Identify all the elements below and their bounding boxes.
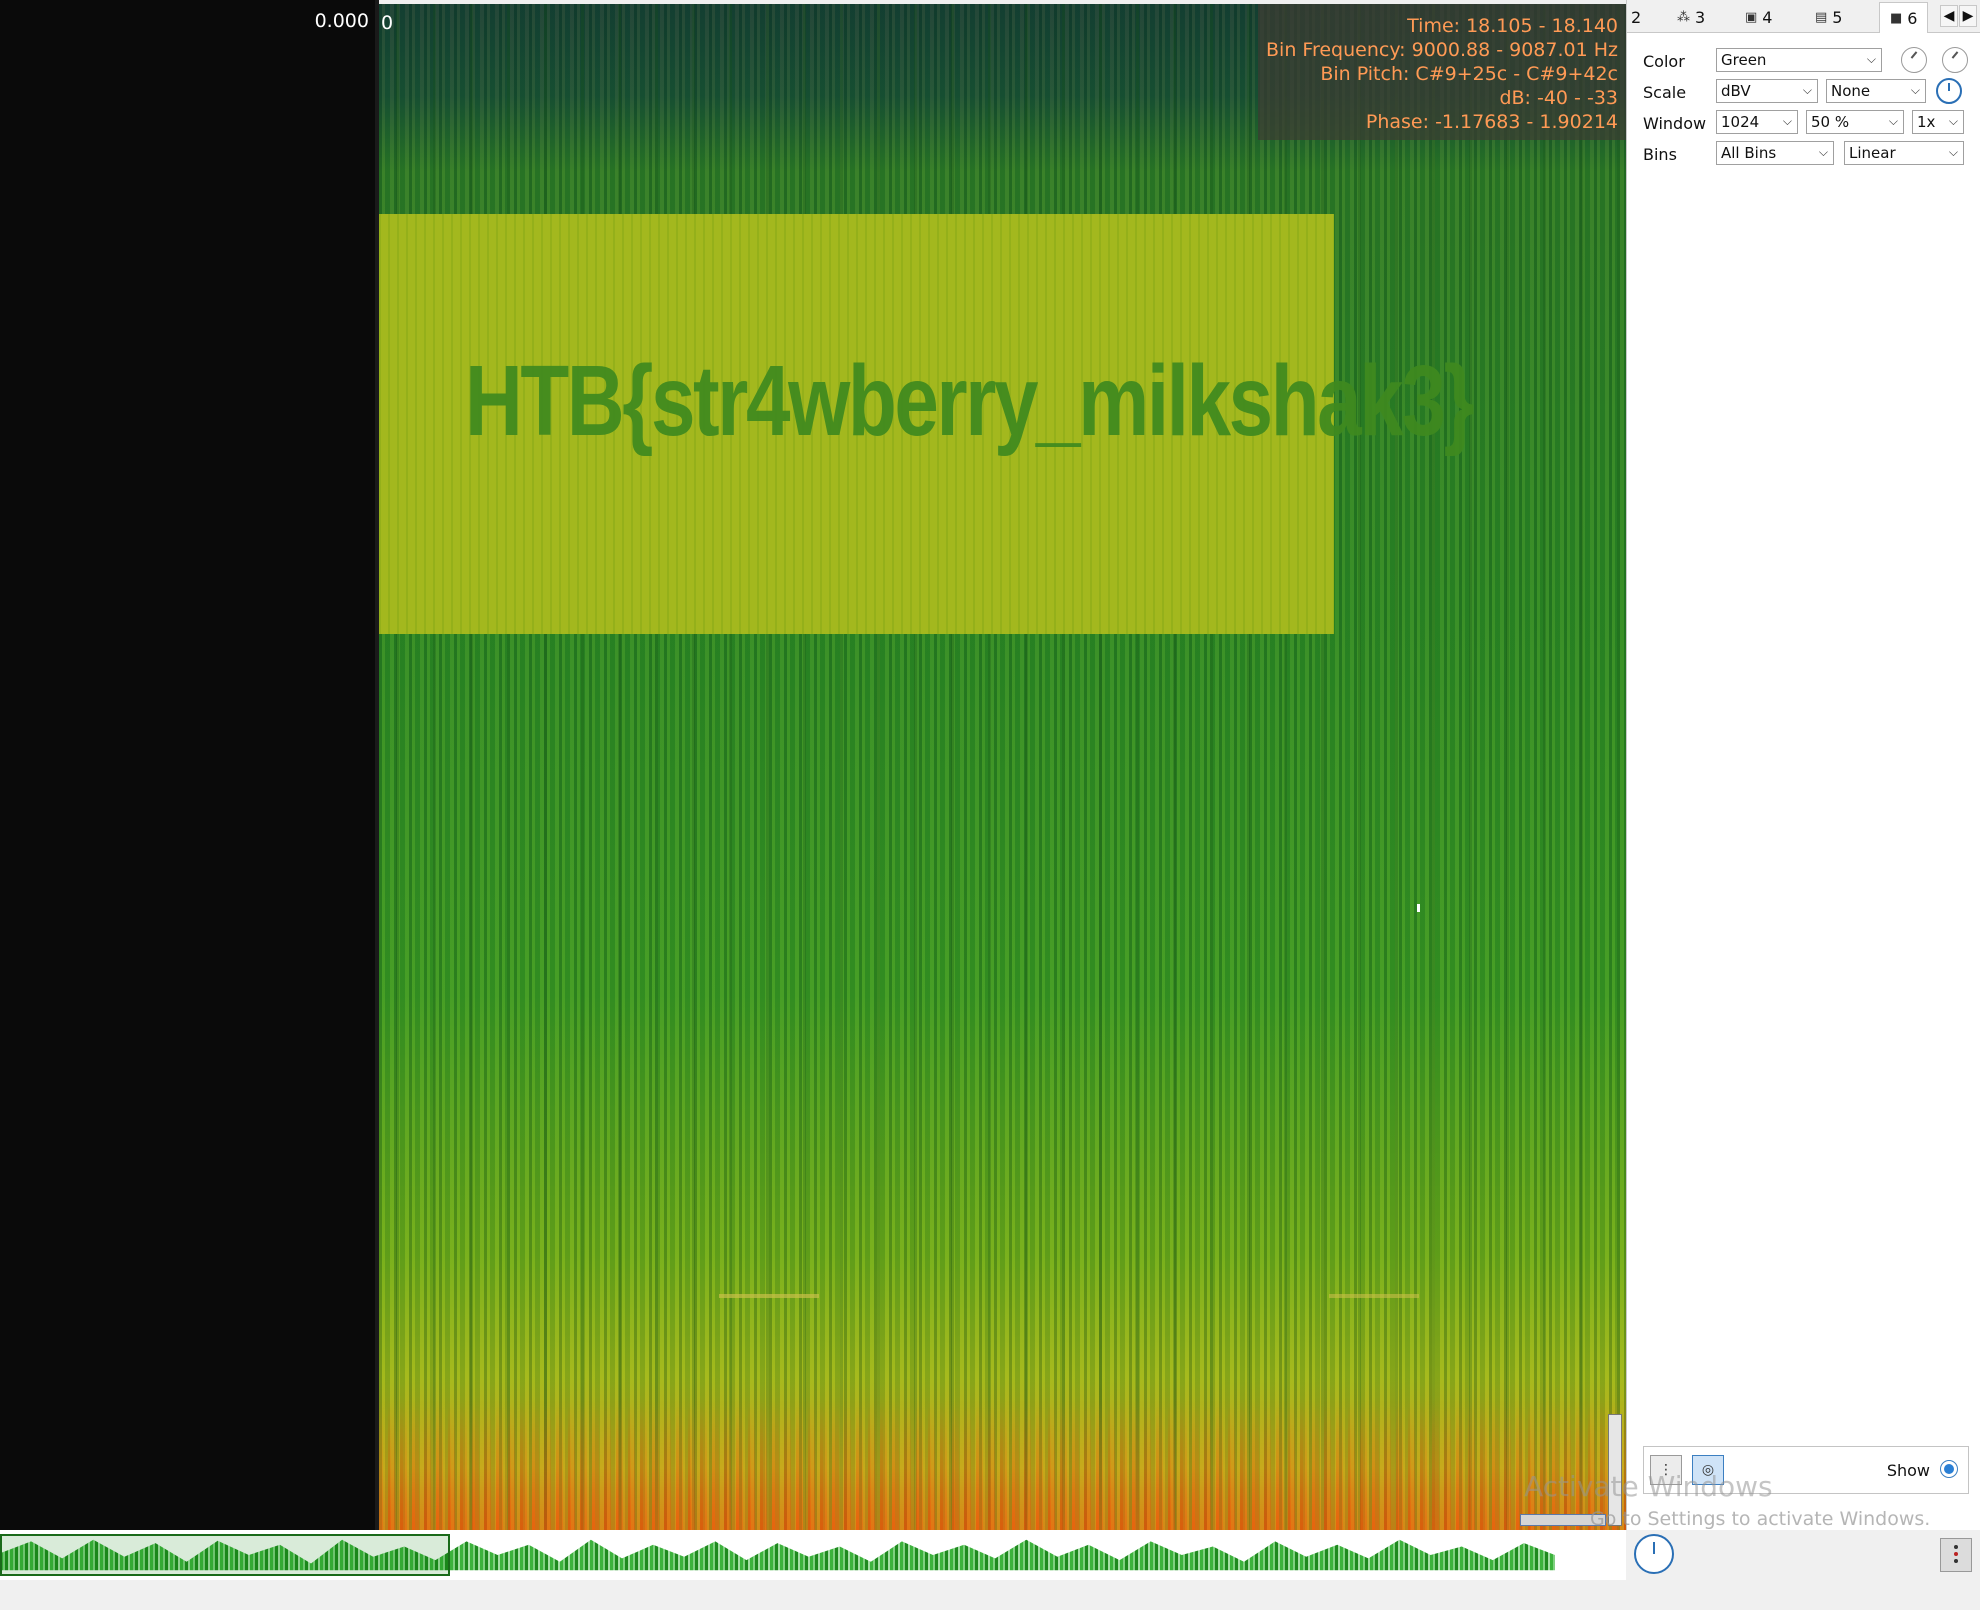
- hidden-flag-text: HTB{str4wberry_milkshak3}: [465, 345, 1475, 457]
- window-zoom-value: 1x: [1917, 113, 1936, 131]
- window-overlap-value: 50 %: [1811, 113, 1850, 131]
- bins-mode-select[interactable]: Linear: [1844, 141, 1964, 165]
- chevron-down-icon: [1867, 52, 1876, 67]
- readout-bin-frequency: Bin Frequency: 9000.88 - 9087.01 Hz: [1266, 39, 1618, 61]
- pane-tab-bar: 2 ⁂ 3 ▣ 4 ▤ 5 ■ 6 ◀ ▶: [1627, 0, 1980, 33]
- show-label: Show: [1886, 1461, 1930, 1480]
- tab-2[interactable]: 2: [1631, 4, 1641, 30]
- tab-scroll-right-button[interactable]: ▶: [1959, 5, 1977, 27]
- spectrogram-icon: ■: [1890, 10, 1903, 26]
- spectrogram-view[interactable]: HTB{str4wberry_milkshak3} 0 Time: 18.105…: [379, 4, 1626, 1530]
- horizontal-zoom-scrollbar[interactable]: [1520, 1514, 1606, 1526]
- scale-secondary-value: None: [1831, 82, 1871, 100]
- tab-label: 5: [1832, 7, 1843, 27]
- tab-6[interactable]: ■ 6: [1879, 2, 1929, 33]
- spectrum-icon: ▤: [1815, 9, 1828, 25]
- tone-marker: [719, 1294, 819, 1298]
- readout-time: Time: 18.105 - 18.140: [1407, 15, 1618, 37]
- bins-select[interactable]: All Bins: [1716, 141, 1834, 165]
- arrow-left-icon: ◀: [1943, 8, 1955, 24]
- scale-ruler-panel: 0.000: [0, 0, 375, 1530]
- window-size-select[interactable]: 1024: [1716, 110, 1798, 134]
- overview-viewport-handle[interactable]: [0, 1534, 450, 1576]
- tab-5[interactable]: ▤ 5: [1815, 4, 1842, 30]
- scale-select[interactable]: dBV: [1716, 79, 1818, 103]
- settings-pane: 2 ⁂ 3 ▣ 4 ▤ 5 ■ 6 ◀ ▶ Color Green Scale: [1626, 0, 1980, 1530]
- activation-watermark-subtitle: Go to Settings to activate Windows.: [1590, 1508, 1931, 1530]
- options-button[interactable]: [1940, 1538, 1972, 1572]
- arrow-right-icon: ▶: [1962, 8, 1974, 24]
- scale-secondary-select[interactable]: None: [1826, 79, 1926, 103]
- tab-label: 3: [1695, 7, 1706, 27]
- chevron-down-icon: [1783, 114, 1792, 129]
- tab-label: 4: [1762, 7, 1773, 27]
- panel-divider[interactable]: [375, 0, 379, 1530]
- bins-mode-value: Linear: [1849, 144, 1896, 162]
- color-knob-2[interactable]: [1942, 47, 1968, 73]
- tool-button-1[interactable]: ⋮: [1650, 1455, 1682, 1485]
- bins-label: Bins: [1643, 145, 1677, 164]
- tone-marker: [1329, 1294, 1419, 1298]
- window-zoom-select[interactable]: 1x: [1912, 110, 1964, 134]
- color-label: Color: [1643, 52, 1685, 71]
- scale-select-value: dBV: [1721, 82, 1751, 100]
- color-knob-1[interactable]: [1901, 47, 1927, 73]
- tab-scroll-left-button[interactable]: ◀: [1940, 5, 1958, 27]
- image-icon: ▣: [1745, 9, 1758, 25]
- chevron-down-icon: [1949, 145, 1958, 160]
- tab-label: 2: [1631, 7, 1642, 27]
- tab-label: 6: [1907, 8, 1918, 28]
- waveform-icon: ⁂: [1677, 9, 1690, 25]
- readout-phase: Phase: -1.17683 - 1.90214: [1365, 111, 1618, 133]
- waveform-overview[interactable]: [0, 1530, 1626, 1580]
- scale-knob[interactable]: [1936, 78, 1962, 104]
- readout-db: dB: -40 - -33: [1499, 87, 1618, 109]
- color-select[interactable]: Green: [1716, 48, 1882, 72]
- show-radio[interactable]: [1940, 1460, 1958, 1478]
- window-overlap-select[interactable]: 50 %: [1806, 110, 1904, 134]
- activation-watermark-title: Activate Windows: [1524, 1470, 1773, 1503]
- readout-bin-pitch: Bin Pitch: C#9+25c - C#9+42c: [1320, 63, 1618, 85]
- tool-button-2[interactable]: ◎: [1692, 1455, 1724, 1485]
- color-select-value: Green: [1721, 51, 1767, 69]
- cursor-readout-overlay: Time: 18.105 - 18.140 Bin Frequency: 900…: [1258, 4, 1626, 140]
- chevron-down-icon: [1949, 114, 1958, 129]
- chevron-down-icon: [1819, 145, 1828, 160]
- tab-4[interactable]: ▣ 4: [1745, 4, 1772, 30]
- hidden-message-band: HTB{str4wberry_milkshak3}: [379, 214, 1475, 634]
- overview-zoom-knob[interactable]: [1634, 1534, 1674, 1574]
- kebab-menu-icon: [1954, 1545, 1958, 1549]
- tool-strip: ⋮ ◎ Show: [1643, 1446, 1969, 1494]
- traffic-light-icon: ⋮: [1659, 1462, 1673, 1478]
- tab-3[interactable]: ⁂ 3: [1677, 4, 1705, 30]
- target-icon: ◎: [1701, 1462, 1715, 1478]
- chevron-down-icon: [1911, 83, 1920, 98]
- chevron-down-icon: [1803, 83, 1812, 98]
- window-label: Window: [1643, 114, 1707, 133]
- vertical-zoom-scrollbar[interactable]: [1608, 1414, 1622, 1526]
- window-size-value: 1024: [1721, 113, 1760, 131]
- scale-readout: 0.000: [314, 10, 369, 32]
- low-frequency-energy: [379, 1400, 1626, 1530]
- scale-label: Scale: [1643, 83, 1687, 102]
- time-zero-label: 0: [381, 12, 394, 34]
- bins-select-value: All Bins: [1721, 144, 1777, 162]
- chevron-down-icon: [1889, 114, 1898, 129]
- mouse-cursor: [1417, 904, 1420, 912]
